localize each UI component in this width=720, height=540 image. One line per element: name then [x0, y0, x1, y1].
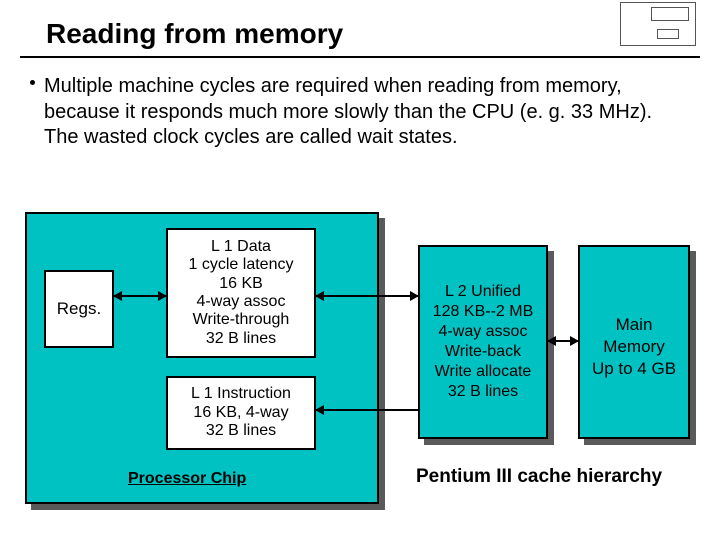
- l1d-line1: 1 cycle latency: [168, 256, 314, 274]
- main-memory-text: Main Memory Up to 4 GB: [578, 314, 690, 380]
- l1-instruction-node: L 1 Instruction 16 KB, 4-way 32 B lines: [166, 376, 316, 450]
- bullet-dot: [30, 80, 35, 85]
- corner-decoration: [620, 2, 696, 46]
- mem-line1: Memory: [578, 336, 690, 358]
- bullet-text: Multiple machine cycles are required whe…: [44, 75, 652, 148]
- l1-data-node: L 1 Data 1 cycle latency 16 KB 4-way ass…: [166, 228, 316, 358]
- l1i-line2: 32 B lines: [168, 422, 314, 440]
- l2-line3: Write-back: [418, 342, 548, 362]
- processor-chip-label: Processor Chip: [128, 470, 246, 488]
- l1d-line4: Write-through: [168, 311, 314, 329]
- arrow-regs-l1d: [114, 295, 166, 297]
- l2-line4: Write allocate: [418, 362, 548, 382]
- arrow-l2-l1i: [316, 409, 418, 411]
- diagram-caption: Pentium III cache hierarchy: [416, 466, 662, 488]
- l1d-line0: L 1 Data: [168, 238, 314, 256]
- arrow-l1d-l2: [316, 295, 418, 297]
- mem-line0: Main: [578, 314, 690, 336]
- l2-line2: 4-way assoc: [418, 322, 548, 342]
- l2-line1: 128 KB--2 MB: [418, 302, 548, 322]
- l1d-line3: 4-way assoc: [168, 293, 314, 311]
- bullet-paragraph: Multiple machine cycles are required whe…: [0, 58, 720, 161]
- arrow-l2-mem: [548, 340, 578, 342]
- l2-node-text: L 2 Unified 128 KB--2 MB 4-way assoc Wri…: [418, 282, 548, 402]
- l1i-line0: L 1 Instruction: [168, 385, 314, 403]
- cache-diagram: Regs. L 1 Data 1 cycle latency 16 KB 4-w…: [20, 212, 700, 522]
- regs-label: Regs.: [46, 299, 112, 319]
- l2-line0: L 2 Unified: [418, 282, 548, 302]
- title-text: Reading from memory: [46, 18, 343, 49]
- slide-title: Reading from memory: [20, 0, 700, 58]
- l1i-line1: 16 KB, 4-way: [168, 404, 314, 422]
- l1d-line5: 32 B lines: [168, 330, 314, 348]
- l1d-line2: 16 KB: [168, 275, 314, 293]
- l2-line5: 32 B lines: [418, 382, 548, 402]
- regs-node: Regs.: [44, 270, 114, 348]
- mem-line2: Up to 4 GB: [578, 358, 690, 380]
